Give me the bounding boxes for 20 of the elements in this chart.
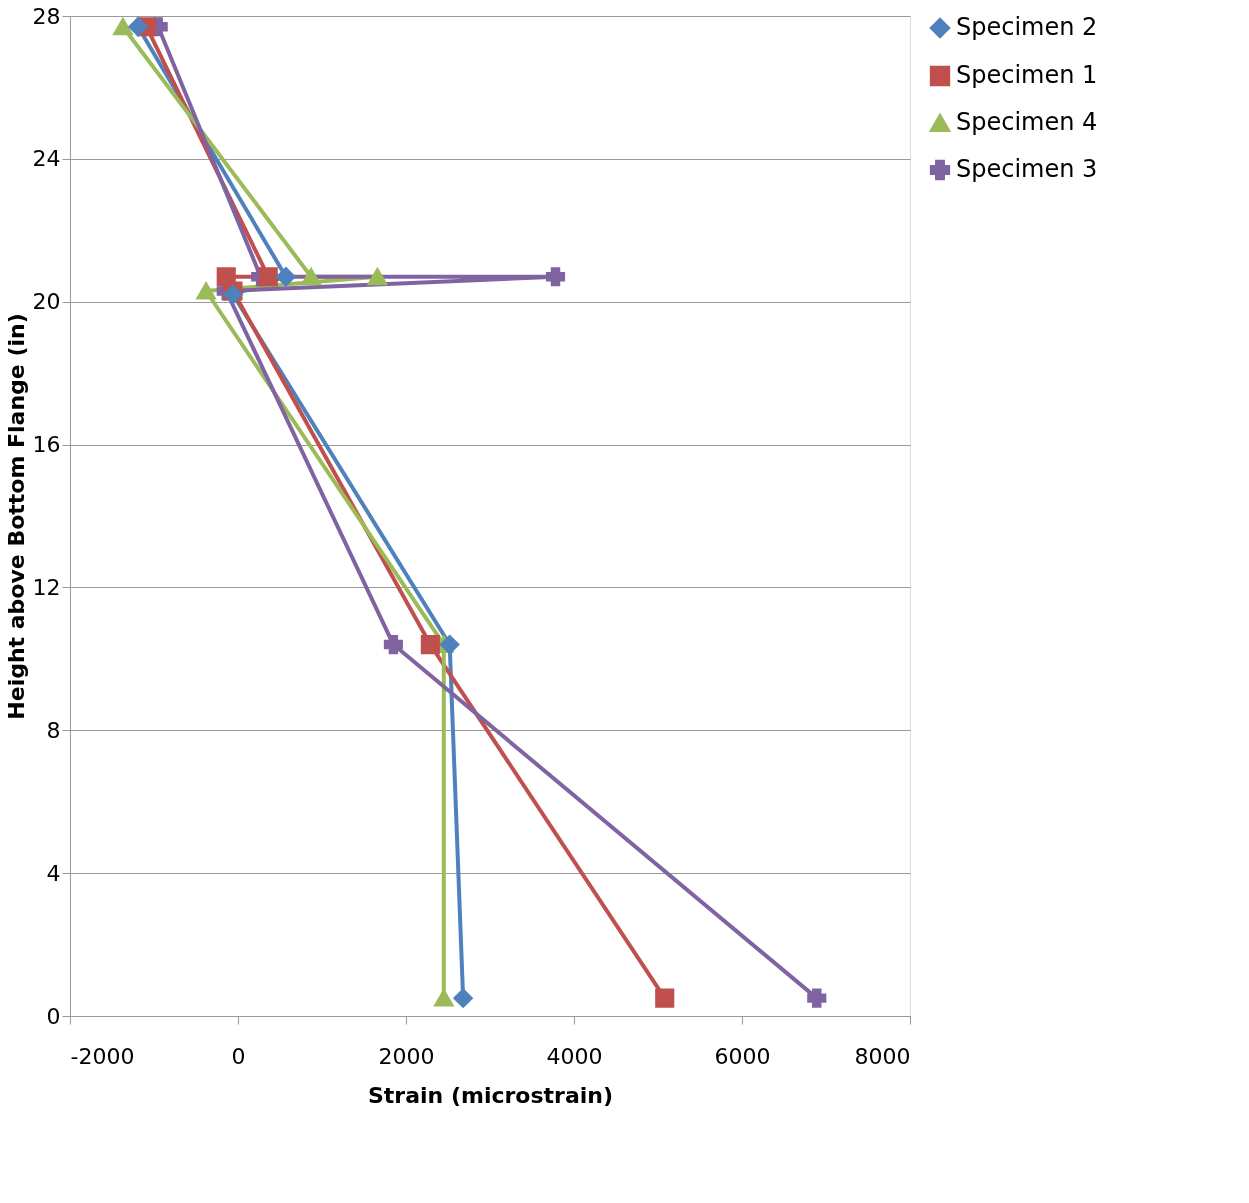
legend-label: Specimen 4	[956, 108, 1098, 136]
x-tick-label: 2000	[378, 1043, 435, 1069]
y-tick-label: 4	[46, 860, 61, 886]
y-tick-label: 24	[32, 146, 61, 172]
y-tick-label: 0	[46, 1003, 61, 1029]
x-tick-label: 4000	[546, 1043, 603, 1069]
x-tick-label: 8000	[854, 1043, 911, 1069]
y-tick-label: 16	[32, 432, 61, 458]
legend-label: Specimen 1	[956, 61, 1098, 89]
y-tick-label: 28	[32, 3, 61, 29]
x-tick-label: 0	[231, 1043, 246, 1069]
y-tick-label: 20	[32, 289, 61, 315]
y-tick-label: 12	[32, 574, 61, 600]
legend-label: Specimen 3	[956, 155, 1098, 183]
legend-label: Specimen 2	[956, 13, 1098, 41]
x-tick-label: -2000	[70, 1043, 135, 1069]
y-tick-label: 8	[46, 717, 61, 743]
y-axis-title: Height above Bottom Flange (in)	[3, 313, 29, 720]
x-axis-title: Strain (microstrain)	[367, 1082, 614, 1108]
x-tick-label: 6000	[714, 1043, 771, 1069]
